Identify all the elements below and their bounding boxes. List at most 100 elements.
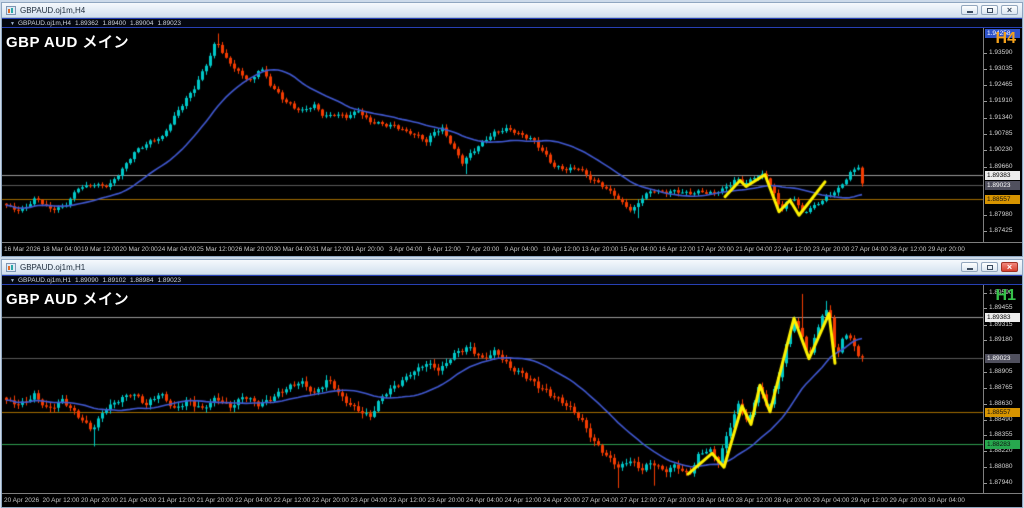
- time-tick-label: 31 Mar 12:00: [312, 246, 351, 253]
- price-level-box: 1.89023: [985, 181, 1020, 190]
- price-tick-mark: [984, 134, 987, 135]
- restore-icon: [986, 7, 993, 13]
- price-tick-label: 1.88490: [989, 416, 1013, 423]
- minimize-button[interactable]: [961, 262, 978, 272]
- time-tick-label: 20 Mar 20:00: [119, 246, 158, 253]
- time-axis[interactable]: 20 Apr 2026 20 Apr 12:00 20 Apr 20:00 21 Ap…: [2, 493, 1022, 507]
- price-tick-mark: [984, 467, 987, 468]
- time-tick-label: 27 Apr 04:00: [851, 246, 888, 253]
- chart-plot-area[interactable]: [2, 18, 984, 243]
- time-tick-label: 22 Apr 20:00: [312, 497, 349, 504]
- time-tick-label: 30 Apr 04:00: [928, 497, 965, 504]
- price-tick-mark: [984, 325, 987, 326]
- price-tick-label: 1.88765: [989, 384, 1013, 391]
- chart-plot-area[interactable]: [2, 275, 984, 494]
- time-tick-label: 29 Apr 20:00: [889, 497, 927, 504]
- time-tick-label: 22 Apr 04:00: [235, 497, 272, 504]
- time-tick-label: 25 Mar 12:00: [196, 246, 235, 253]
- time-tick-label: 19 Mar 12:00: [81, 246, 120, 253]
- restore-button[interactable]: [981, 5, 998, 15]
- price-tick-mark: [984, 293, 987, 294]
- price-tick-mark: [984, 420, 987, 421]
- restore-button[interactable]: [981, 262, 998, 272]
- info-high: 1.89400: [102, 20, 126, 27]
- time-tick-label: 21 Apr 20:00: [196, 497, 234, 504]
- price-chart-canvas[interactable]: [2, 18, 984, 243]
- price-tick-mark: [984, 308, 987, 309]
- price-tick-label: 1.93035: [989, 65, 1013, 72]
- price-tick-mark: [984, 231, 987, 232]
- price-level-box: 1.88283: [985, 440, 1020, 449]
- dropdown-marker-icon: ▼: [10, 21, 15, 27]
- time-tick-label: 29 Apr 20:00: [928, 246, 965, 253]
- time-tick-label: 20 Apr 20:00: [81, 497, 118, 504]
- timeframe-label: H4: [995, 30, 1016, 47]
- price-level-box: 1.89383: [985, 313, 1020, 322]
- close-button[interactable]: ×: [1001, 5, 1018, 15]
- time-tick-label: 15 Apr 04:00: [620, 246, 657, 253]
- price-tick-label: 1.87425: [989, 227, 1013, 234]
- chart-window-h1: GBPAUD.oj1m,H1 × ▼ GBPAUD.oj1m,H1 1.89090 1…: [1, 259, 1023, 508]
- time-tick-label: 26 Mar 20:00: [235, 246, 274, 253]
- time-tick-label: 23 Apr 12:00: [389, 497, 426, 504]
- price-tick-label: 1.93590: [989, 49, 1013, 56]
- chart-watermark-title: GBP AUD メイン: [6, 291, 130, 308]
- price-tick-mark: [984, 69, 987, 70]
- price-chart-canvas[interactable]: [2, 275, 984, 494]
- time-tick-label: 23 Apr 20:00: [812, 246, 850, 253]
- time-tick-label: 28 Apr 04:00: [697, 497, 734, 504]
- price-tick-label: 1.92465: [989, 81, 1013, 88]
- price-tick-mark: [984, 85, 987, 86]
- price-tick-label: 1.88905: [989, 368, 1013, 375]
- price-tick-mark: [984, 167, 987, 168]
- time-tick-label: 21 Apr 04:00: [119, 497, 157, 504]
- info-open: 1.89090: [74, 277, 99, 284]
- window-title: GBPAUD.oj1m,H1: [20, 262, 86, 272]
- price-tick-mark: [984, 215, 987, 216]
- time-tick-label: 1 Apr 20:00: [350, 246, 384, 253]
- price-tick-mark: [984, 101, 987, 102]
- price-tick-label: 1.88355: [989, 431, 1013, 438]
- info-close: 1.89023: [157, 277, 181, 284]
- price-tick-mark: [984, 435, 987, 436]
- time-tick-label: 24 Apr 20:00: [543, 497, 580, 504]
- price-tick-label: 1.88630: [989, 400, 1013, 407]
- time-tick-label: 16 Mar 2026: [4, 246, 41, 253]
- time-tick-label: 17 Apr 20:00: [697, 246, 734, 253]
- timeframe-label: H1: [995, 287, 1016, 304]
- time-tick-label: 6 Apr 12:00: [427, 246, 461, 253]
- window-titlebar[interactable]: GBPAUD.oj1m,H1 ×: [2, 260, 1022, 275]
- chart-client-area: ▼ GBPAUD.oj1m,H1 1.89090 1.89102 1.88984 1.89…: [2, 275, 1022, 507]
- restore-icon: [986, 264, 993, 270]
- price-tick-label: 1.88220: [989, 447, 1013, 454]
- info-low: 1.88984: [129, 277, 154, 284]
- price-tick-label: 1.91910: [989, 97, 1013, 104]
- time-tick-label: 7 Apr 20:00: [466, 246, 500, 253]
- close-button[interactable]: ×: [1001, 262, 1018, 272]
- time-tick-label: 20 Apr 12:00: [42, 497, 80, 504]
- price-tick-mark: [984, 451, 987, 452]
- minimize-icon: [966, 268, 973, 270]
- price-level-box: 1.88557: [985, 408, 1020, 417]
- time-axis[interactable]: 16 Mar 2026 18 Mar 04:00 19 Mar 12:00 20 Ma…: [2, 242, 1022, 256]
- price-tick-label: 1.89660: [989, 163, 1013, 170]
- time-tick-label: 9 Apr 04:00: [504, 246, 538, 253]
- time-tick-label: 29 Apr 12:00: [851, 497, 888, 504]
- close-icon: ×: [1006, 5, 1013, 15]
- window-titlebar[interactable]: GBPAUD.oj1m,H4 ×: [2, 3, 1022, 18]
- info-symbol: GBPAUD.oj1m,H4: [17, 20, 71, 27]
- time-tick-label: 13 Apr 20:00: [581, 246, 619, 253]
- time-tick-label: 28 Apr 12:00: [735, 497, 773, 504]
- price-tick-label: 1.89590: [989, 289, 1013, 296]
- price-scale[interactable]: 1.93590 1.93035 1.92465 1.91910 1.91340 1.907…: [983, 18, 1022, 243]
- time-tick-label: 30 Mar 04:00: [273, 246, 312, 253]
- minimize-button[interactable]: [961, 5, 978, 15]
- price-scale[interactable]: 1.89590 1.89455 1.89315 1.89180 1.88905 1.887…: [983, 275, 1022, 494]
- time-tick-label: 24 Mar 04:00: [158, 246, 197, 253]
- time-tick-label: 27 Apr 04:00: [581, 497, 619, 504]
- time-tick-label: 29 Apr 04:00: [812, 497, 850, 504]
- price-tick-mark: [984, 372, 987, 373]
- close-icon: ×: [1006, 262, 1013, 272]
- time-tick-label: 23 Apr 20:00: [427, 497, 465, 504]
- price-tick-label: 1.87980: [989, 211, 1013, 218]
